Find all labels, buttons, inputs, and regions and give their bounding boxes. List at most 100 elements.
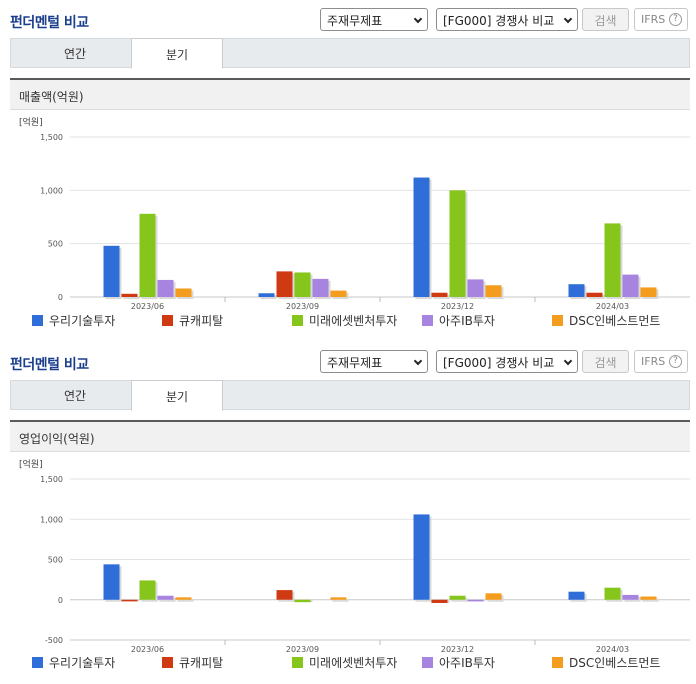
legend-item[interactable]: DSC인베스트먼트 bbox=[552, 654, 660, 671]
bar[interactable] bbox=[604, 587, 621, 600]
x-tick-label: 2023/12 bbox=[441, 645, 474, 652]
chevron-down-icon bbox=[563, 356, 573, 366]
bar[interactable] bbox=[103, 245, 120, 297]
bar-shadow bbox=[123, 295, 140, 299]
statement-select[interactable]: 주재무제표 bbox=[320, 8, 428, 31]
x-tick-label: 2023/09 bbox=[286, 302, 319, 310]
ifrs-label: IFRS bbox=[641, 13, 666, 26]
chevron-down-icon bbox=[413, 14, 423, 24]
help-icon[interactable]: ? bbox=[669, 13, 682, 26]
bar[interactable] bbox=[103, 564, 120, 600]
ifrs-button[interactable]: IFRS ? bbox=[634, 8, 688, 31]
legend-swatch bbox=[32, 657, 43, 668]
bar[interactable] bbox=[449, 595, 466, 600]
y-tick-label: 1,000 bbox=[40, 515, 63, 524]
bar[interactable] bbox=[121, 599, 138, 602]
legend-swatch bbox=[32, 315, 43, 326]
bar[interactable] bbox=[139, 580, 156, 600]
bar[interactable] bbox=[622, 274, 639, 297]
bar[interactable] bbox=[467, 599, 484, 602]
bar[interactable] bbox=[294, 599, 311, 603]
bar[interactable] bbox=[276, 271, 293, 297]
peer-select-value: [FG000] 경쟁사 비교 bbox=[443, 356, 555, 370]
search-button[interactable]: 검색 bbox=[582, 350, 629, 373]
bar[interactable] bbox=[330, 597, 347, 600]
peer-select[interactable]: [FG000] 경쟁사 비교 bbox=[436, 8, 578, 31]
bar[interactable] bbox=[449, 190, 466, 297]
bar[interactable] bbox=[294, 272, 311, 297]
bar[interactable] bbox=[139, 213, 156, 297]
legend-swatch bbox=[422, 315, 433, 326]
legend-item[interactable]: DSC인베스트먼트 bbox=[552, 312, 660, 329]
fundamental-section-operating-profit: 펀더멘털 비교 주재무제표 [FG000] 경쟁사 비교 검색 IFRS ? 연… bbox=[0, 342, 696, 684]
bar[interactable] bbox=[157, 279, 174, 297]
bar[interactable] bbox=[312, 278, 329, 297]
ifrs-button[interactable]: IFRS ? bbox=[634, 350, 688, 373]
y-tick-label: -500 bbox=[45, 636, 63, 645]
chart-legend: 우리기술투자 큐캐피탈 미래에셋벤처투자 아주IB투자 DSC인베스트먼트 bbox=[10, 654, 690, 674]
fundamental-section-revenue: 펀더멘털 비교 주재무제표 [FG000] 경쟁사 비교 검색 IFRS ? 연… bbox=[0, 0, 696, 329]
bar-shadow bbox=[177, 599, 194, 602]
bar[interactable] bbox=[622, 594, 639, 600]
bar[interactable] bbox=[568, 284, 585, 297]
bar[interactable] bbox=[431, 292, 448, 297]
bar[interactable] bbox=[175, 597, 192, 600]
bar[interactable] bbox=[568, 591, 585, 600]
y-tick-label: 500 bbox=[48, 240, 63, 249]
legend-item[interactable]: 아주IB투자 bbox=[422, 312, 495, 329]
section-header: 펀더멘털 비교 주재무제표 [FG000] 경쟁사 비교 검색 IFRS ? bbox=[0, 0, 696, 38]
bar[interactable] bbox=[276, 590, 293, 600]
bar[interactable] bbox=[467, 279, 484, 297]
legend-label: 큐캐피탈 bbox=[179, 656, 224, 670]
statement-select-value: 주재무제표 bbox=[327, 356, 383, 370]
legend-label: DSC인베스트먼트 bbox=[569, 656, 661, 670]
help-icon[interactable]: ? bbox=[669, 355, 682, 368]
y-tick-label: 1,500 bbox=[40, 133, 63, 142]
bar[interactable] bbox=[485, 285, 502, 297]
legend-swatch bbox=[162, 657, 173, 668]
y-tick-label: 1,000 bbox=[40, 186, 63, 195]
legend-item[interactable]: 미래에셋벤처투자 bbox=[292, 654, 397, 671]
legend-label: 큐캐피탈 bbox=[179, 314, 224, 328]
chart-panel: 영업이익(억원) [억원] 1,500 1,000 500 0 -500 2023/06 20… bbox=[10, 420, 690, 678]
legend-item[interactable]: 큐캐피탈 bbox=[162, 312, 223, 329]
legend-item[interactable]: 큐캐피탈 bbox=[162, 654, 223, 671]
legend-swatch bbox=[552, 315, 563, 326]
y-tick-label: 1,500 bbox=[40, 475, 63, 484]
bar[interactable] bbox=[413, 514, 430, 600]
legend-label: 미래에셋벤처투자 bbox=[309, 656, 398, 670]
y-axis-unit: [억원] bbox=[19, 458, 43, 470]
legend-item[interactable]: 우리기술투자 bbox=[32, 312, 115, 329]
tab-annual[interactable]: 연간 bbox=[63, 389, 87, 403]
chevron-down-icon bbox=[413, 356, 423, 366]
statement-select[interactable]: 주재무제표 bbox=[320, 350, 428, 373]
tab-annual[interactable]: 연간 bbox=[63, 47, 87, 61]
bar[interactable] bbox=[413, 177, 430, 297]
bar[interactable] bbox=[586, 292, 603, 297]
section-header: 펀더멘털 비교 주재무제표 [FG000] 경쟁사 비교 검색 IFRS ? bbox=[0, 342, 696, 380]
tab-quarterly[interactable]: 분기 bbox=[131, 380, 223, 411]
peer-select[interactable]: [FG000] 경쟁사 비교 bbox=[436, 350, 578, 373]
bar[interactable] bbox=[640, 287, 657, 297]
search-button[interactable]: 검색 bbox=[582, 8, 629, 31]
statement-select-value: 주재무제표 bbox=[327, 14, 383, 28]
y-tick-label: 0 bbox=[58, 293, 63, 302]
tab-quarterly[interactable]: 분기 bbox=[131, 38, 223, 69]
legend-label: 아주IB투자 bbox=[439, 656, 495, 670]
legend-item[interactable]: 아주IB투자 bbox=[422, 654, 495, 671]
bar[interactable] bbox=[175, 288, 192, 297]
y-tick-label: 0 bbox=[58, 596, 63, 605]
legend-swatch bbox=[162, 315, 173, 326]
chevron-down-icon bbox=[563, 14, 573, 24]
legend-item[interactable]: 우리기술투자 bbox=[32, 654, 115, 671]
bar[interactable] bbox=[330, 290, 347, 297]
x-tick-label: 2024/03 bbox=[596, 302, 629, 310]
bar[interactable] bbox=[604, 223, 621, 297]
bar[interactable] bbox=[485, 593, 502, 600]
bar[interactable] bbox=[431, 599, 448, 603]
bar[interactable] bbox=[640, 596, 657, 600]
bar[interactable] bbox=[121, 293, 138, 297]
legend-item[interactable]: 미래에셋벤처투자 bbox=[292, 312, 397, 329]
bar[interactable] bbox=[258, 293, 275, 297]
bar[interactable] bbox=[157, 595, 174, 600]
